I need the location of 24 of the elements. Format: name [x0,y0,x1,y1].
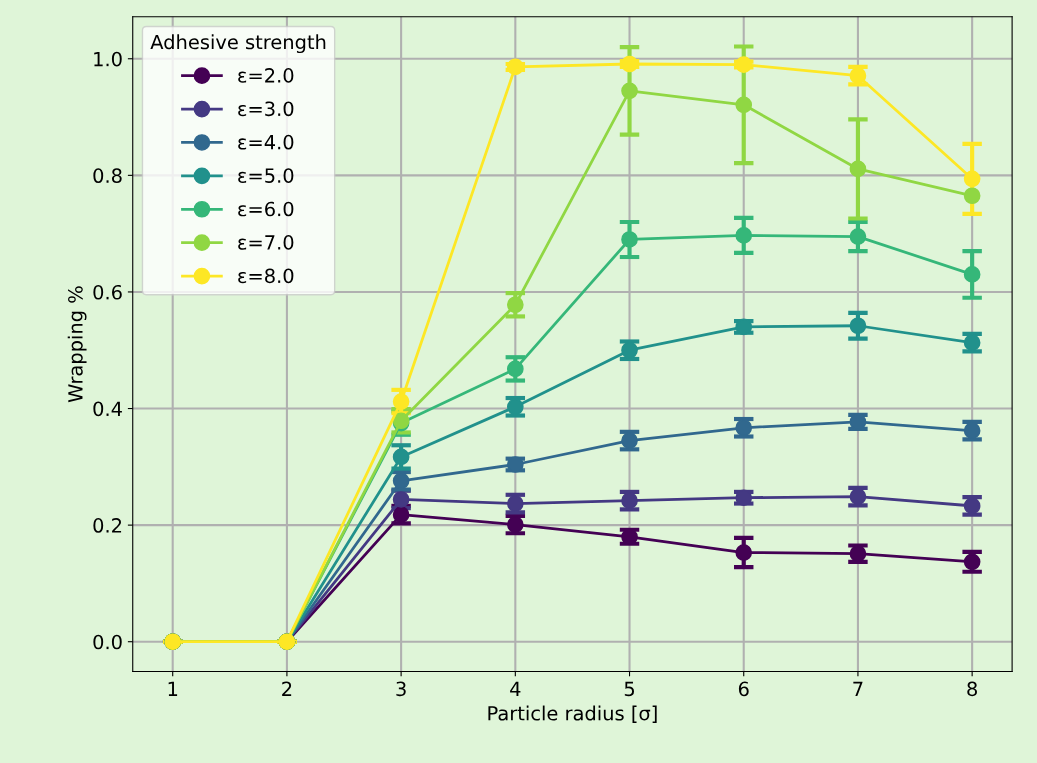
x-tick-label: 6 [738,681,749,697]
legend-label: ε=6.0 [238,201,294,217]
y-tick-label: 0.2 [93,518,122,533]
legend-label: ε=4.0 [238,134,294,150]
legend-label: ε=5.0 [238,168,294,183]
legend-label: ε=2.0 [238,68,294,83]
x-tick-label: 5 [624,681,635,697]
x-tick-label: 3 [396,681,406,697]
x-tick-label: 7 [853,681,863,696]
y-tick-label: 0.4 [93,401,122,417]
x-tick-label: 4 [510,681,521,696]
x-tick-label: 1 [168,681,178,696]
legend-label: ε=8.0 [238,268,294,284]
y-tick-label: 0.0 [93,634,122,650]
legend-label: ε=7.0 [238,235,294,250]
y-tick-label: 1.0 [94,51,122,67]
x-tick-label: 8 [967,681,977,697]
legend-title: Adhesive strength [150,34,326,54]
x-tick-label: 2 [282,681,292,696]
y-tick-label: 0.6 [93,284,122,300]
x-axis-title: Particle radius [σ] [488,705,657,723]
y-axis-title: Wrapping % [67,286,87,403]
y-tick-label: 0.8 [93,168,122,184]
legend-label: ε=3.0 [238,101,294,117]
